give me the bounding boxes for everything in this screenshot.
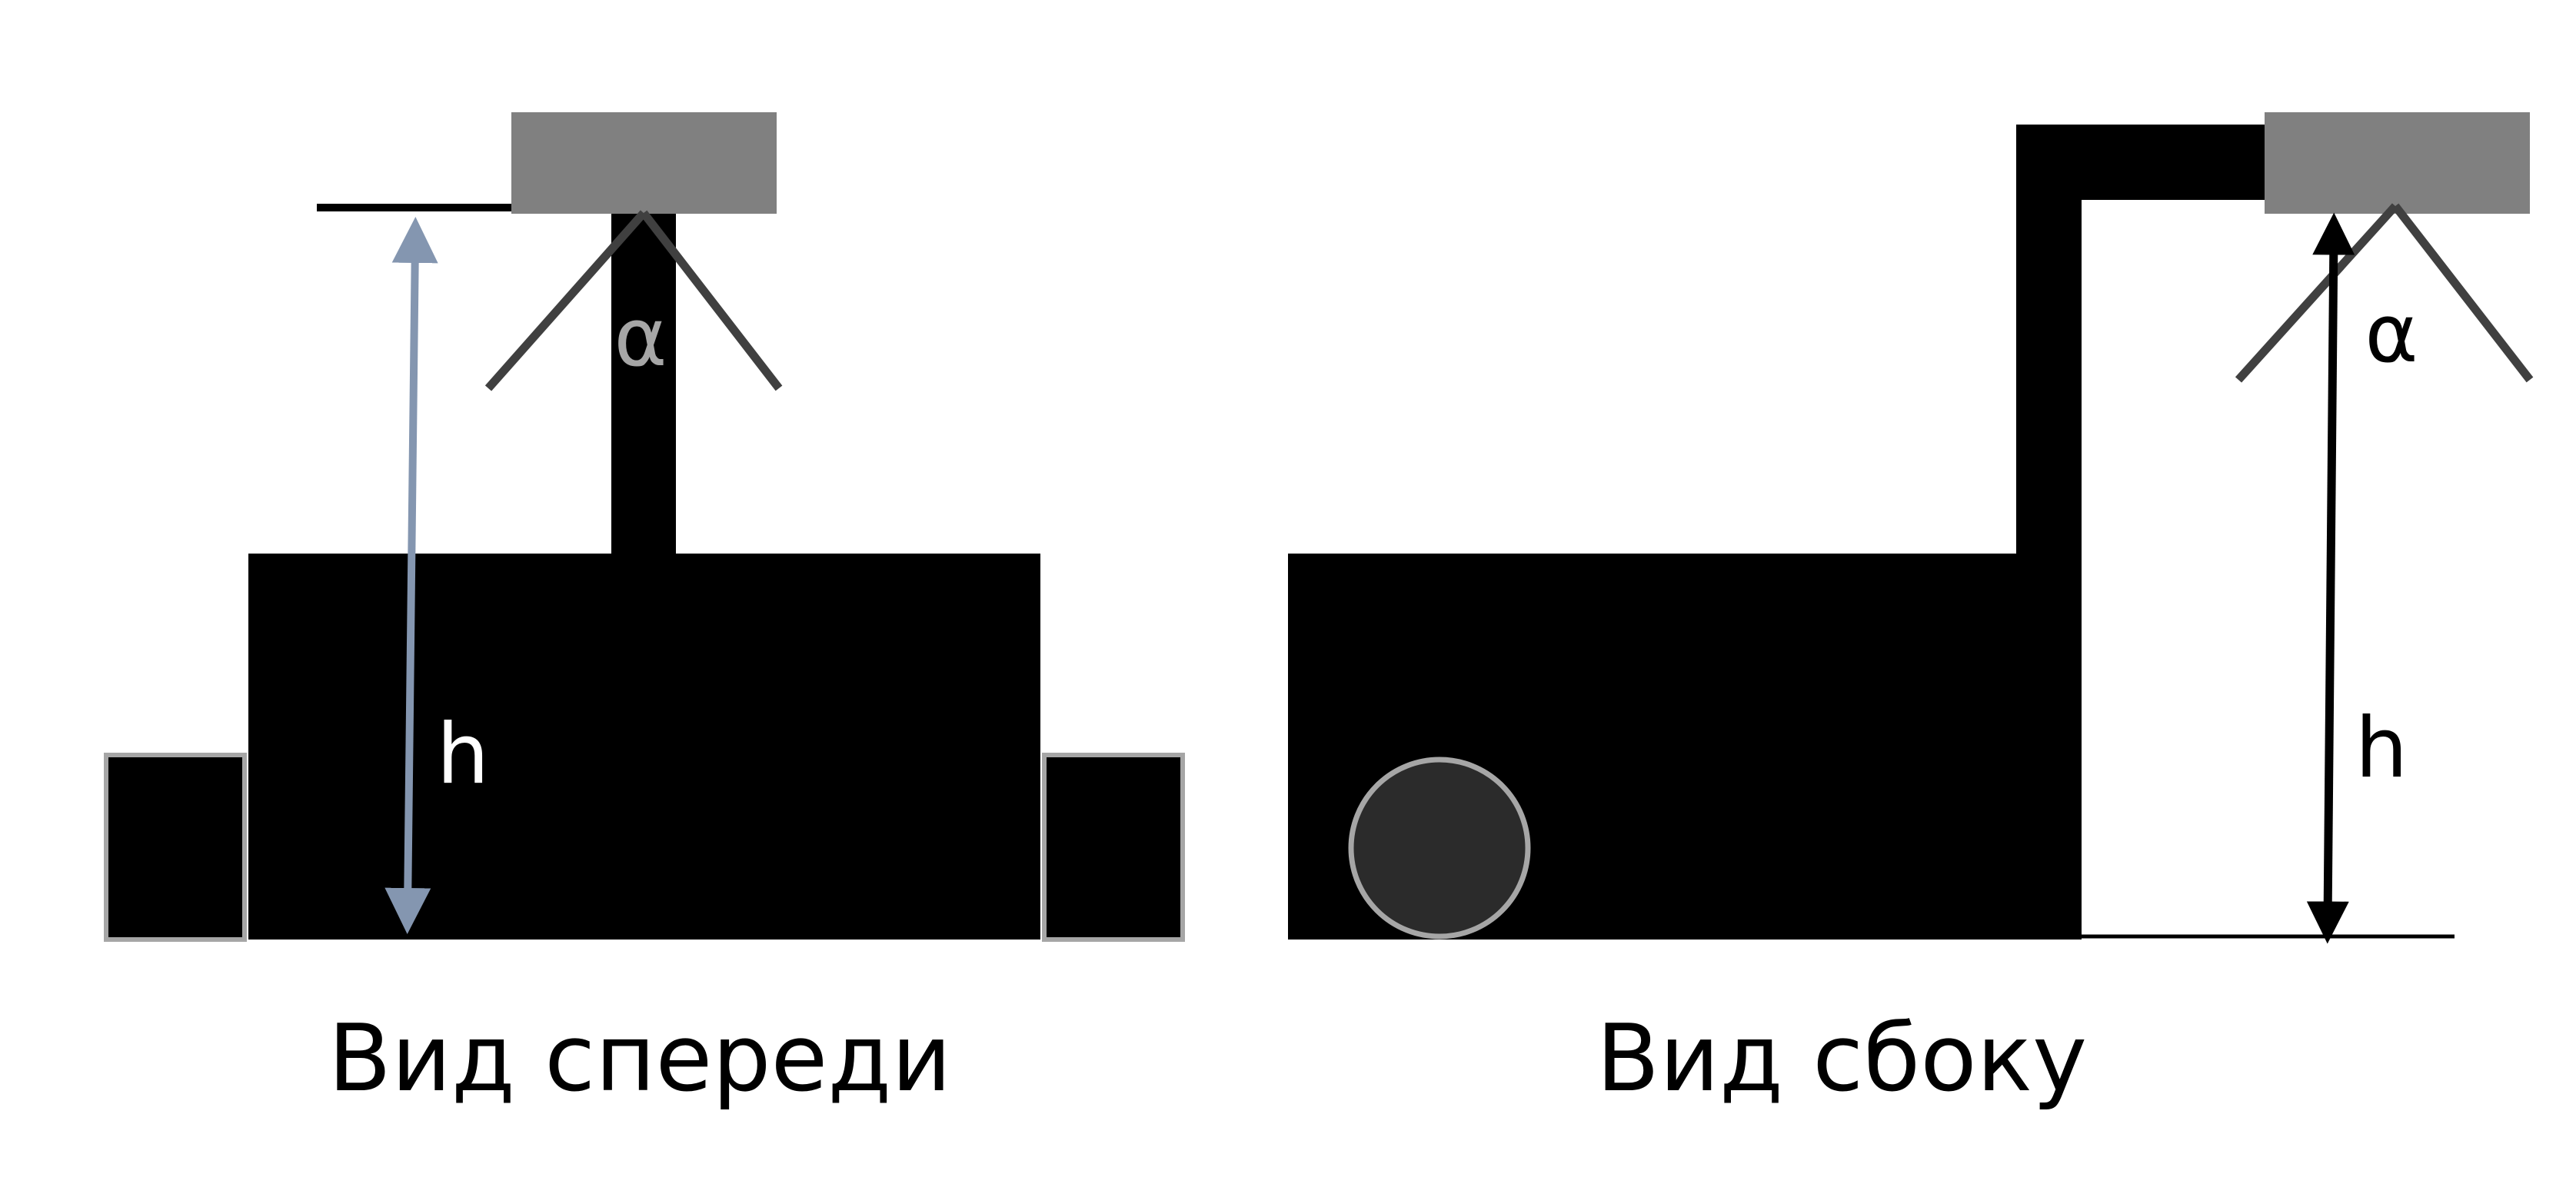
side-view: α h Вид сбоку xyxy=(1288,112,2534,1112)
front-robot-body xyxy=(248,554,1040,940)
front-fov-line-left xyxy=(484,210,647,391)
front-view: α h Вид спереди xyxy=(104,112,1185,1112)
side-height-arrow xyxy=(2306,212,2355,944)
front-right-wheel xyxy=(1042,753,1185,942)
front-left-wheel xyxy=(104,753,247,942)
front-camera xyxy=(511,112,777,214)
side-view-caption: Вид сбоку xyxy=(1596,1006,2087,1112)
front-height-label: h xyxy=(437,707,489,803)
front-camera-mast xyxy=(611,209,676,563)
front-view-caption: Вид спереди xyxy=(328,1006,952,1112)
side-height-label: h xyxy=(2355,700,2408,797)
front-fov-line-right xyxy=(640,210,783,391)
side-angle-label: α xyxy=(2365,287,2418,381)
side-camera xyxy=(2265,112,2530,214)
front-height-arrow xyxy=(384,217,438,934)
side-fov-line-right xyxy=(2391,203,2534,383)
front-angle-label: α xyxy=(614,291,667,384)
side-wheel xyxy=(1348,757,1531,940)
side-camera-arm xyxy=(2016,125,2281,200)
